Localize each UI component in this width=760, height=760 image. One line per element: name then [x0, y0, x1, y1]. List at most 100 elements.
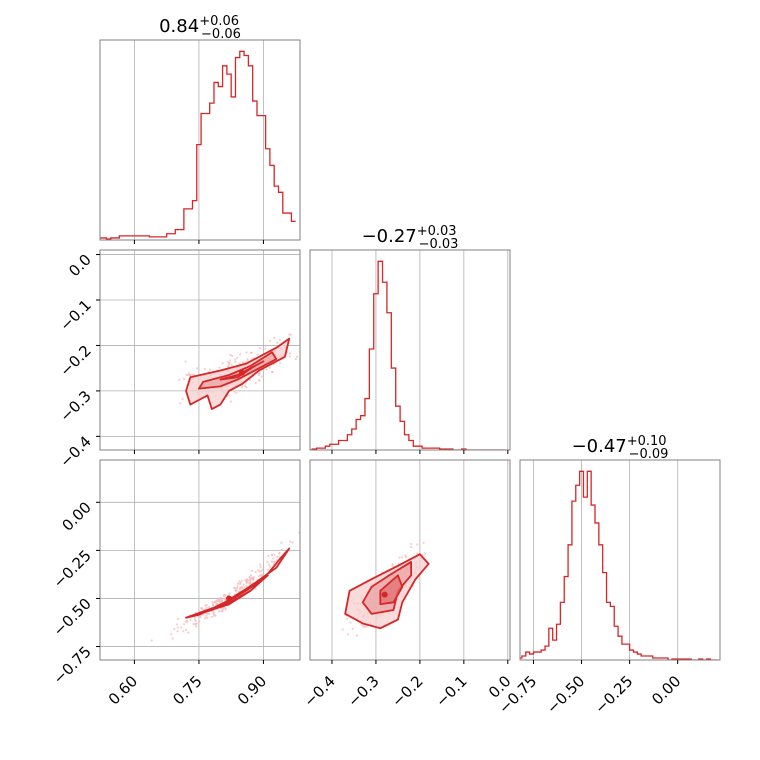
sample-point: [245, 351, 248, 354]
panel-title: 0.84+0.06 −0.06: [159, 14, 241, 42]
sample-point: [259, 565, 262, 569]
title-value: −0.27: [362, 226, 417, 247]
sample-point: [236, 356, 239, 359]
sample-point: [391, 563, 394, 566]
sample-point: [213, 601, 217, 604]
sample-point: [193, 616, 197, 619]
sample-point: [266, 561, 269, 564]
sample-point: [267, 563, 271, 566]
sample-point: [222, 608, 225, 611]
sample-point: [179, 402, 182, 405]
title-value: −0.47: [572, 436, 627, 457]
sample-point: [391, 564, 394, 567]
sample-point: [243, 586, 246, 589]
sample-point: [221, 362, 224, 365]
sample-point: [268, 339, 272, 342]
panel-pair-2-1: 0.0−0.1−0.2−0.3−0.4: [56, 249, 301, 471]
sample-point: [173, 627, 176, 631]
sample-point: [242, 583, 245, 586]
sample-point: [184, 628, 188, 632]
sample-point: [238, 582, 241, 585]
sample-point: [238, 580, 241, 583]
sample-point: [289, 540, 292, 543]
sample-point: [250, 569, 254, 573]
mode-marker: [381, 591, 388, 598]
sample-point: [227, 364, 230, 368]
sample-point: [265, 368, 268, 371]
sample-point: [176, 626, 179, 629]
sample-point: [181, 397, 184, 401]
title-value: 0.84: [159, 16, 199, 37]
axes-frame: [99, 459, 301, 661]
sample-point: [199, 615, 202, 619]
sample-point: [187, 631, 190, 634]
sample-point: [206, 616, 209, 619]
sample-point: [245, 579, 248, 583]
panel-diag-3-plot-area: [520, 460, 719, 660]
axes-frame: [519, 459, 721, 661]
panel-title: −0.47+0.10 −0.09: [572, 434, 669, 462]
sample-point: [261, 568, 264, 571]
sample-point: [229, 400, 233, 403]
sample-point: [234, 358, 237, 361]
sample-point: [257, 569, 260, 572]
sample-point: [341, 628, 344, 631]
sample-point: [211, 604, 215, 607]
sample-point: [244, 382, 247, 385]
axes-frame: [309, 249, 511, 451]
sample-point: [294, 358, 297, 361]
sample-point: [278, 362, 282, 365]
sample-point: [218, 598, 221, 601]
sample-point: [212, 614, 216, 617]
sample-point: [260, 375, 263, 378]
sample-point: [268, 366, 271, 369]
sample-point: [295, 355, 299, 358]
sample-point: [246, 578, 249, 581]
sample-point: [364, 625, 367, 628]
sample-point: [346, 617, 349, 620]
sample-point: [254, 587, 257, 590]
sample-point: [254, 381, 257, 385]
sample-point: [252, 575, 255, 579]
sample-point: [195, 625, 198, 628]
sample-point: [176, 623, 179, 626]
sample-point: [288, 352, 291, 355]
sample-point: [254, 570, 257, 574]
axes-frame: [309, 459, 511, 661]
sample-point: [280, 541, 283, 544]
sample-point: [229, 359, 232, 362]
sample-point: [191, 373, 194, 376]
sample-point: [278, 555, 281, 558]
sample-point: [194, 618, 197, 621]
sample-point: [398, 556, 401, 559]
sample-point: [280, 548, 283, 551]
density-contour: [198, 351, 278, 390]
sample-point: [351, 627, 354, 630]
sample-point: [223, 594, 226, 597]
title-lower-error: −0.06: [201, 27, 241, 42]
sample-point: [182, 377, 186, 381]
sample-point: [245, 582, 248, 585]
sample-point: [422, 541, 425, 544]
title-lower-error: −0.03: [419, 237, 459, 252]
sample-point: [217, 610, 221, 613]
sample-point: [227, 394, 230, 397]
histogram-step-line: [520, 470, 719, 660]
density-contour: [219, 589, 252, 609]
sample-point: [230, 363, 233, 367]
sample-point: [346, 633, 350, 636]
sample-point: [273, 553, 276, 556]
sample-point: [288, 333, 291, 336]
mode-marker: [238, 369, 245, 376]
sample-point: [264, 344, 267, 347]
sample-point: [240, 386, 244, 389]
sample-point: [224, 607, 227, 610]
sample-point: [404, 555, 408, 559]
panel-pair-2-1-plot-area: [100, 250, 300, 450]
sample-point: [187, 372, 191, 375]
sample-point: [244, 385, 247, 388]
sample-point: [236, 584, 239, 587]
axes-frame: [99, 249, 301, 451]
sample-point: [259, 574, 263, 577]
